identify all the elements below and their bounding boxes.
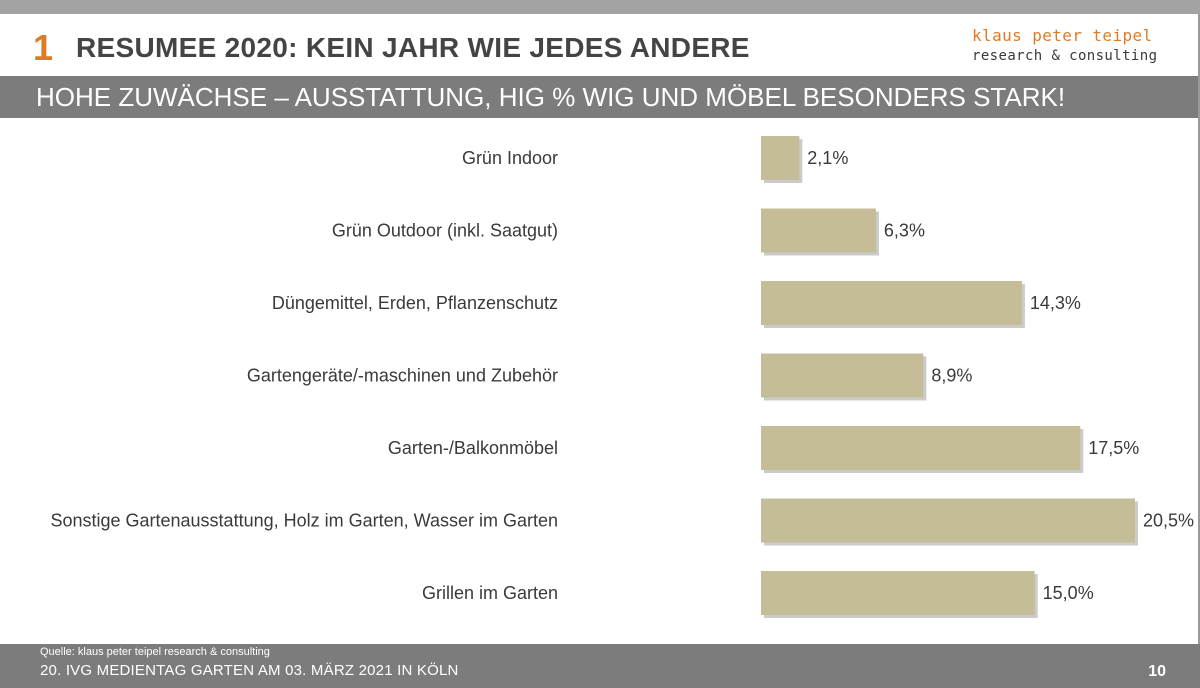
data-label: 14,3%	[1030, 293, 1081, 313]
page-number: 10	[1148, 663, 1166, 680]
category-label: Sonstige Gartenausstattung, Holz im Gart…	[50, 511, 558, 531]
slide-header: 1 RESUMEE 2020: KEIN JAHR WIE JEDES ANDE…	[0, 14, 1200, 72]
brand-logo: klaus peter teipel research & consulting	[972, 26, 1157, 66]
data-label: 6,3%	[884, 221, 925, 241]
section-number: 1	[33, 27, 54, 68]
source-note: Quelle: klaus peter teipel research & co…	[40, 646, 270, 658]
bar	[761, 498, 1135, 543]
subtitle-band: HOHE ZUWÄCHSE – AUSSTATTUNG, HIG % WIG U…	[0, 76, 1200, 118]
brand-name: klaus peter teipel	[972, 26, 1153, 45]
top-band	[0, 0, 1200, 14]
data-label: 20,5%	[1143, 511, 1194, 531]
category-label: Grün Outdoor (inkl. Saatgut)	[332, 221, 558, 241]
data-label: 17,5%	[1088, 438, 1139, 458]
bar	[761, 353, 924, 398]
slide-footer: Quelle: klaus peter teipel research & co…	[0, 644, 1200, 688]
brand-tagline: research & consulting	[972, 48, 1158, 64]
data-label: 8,9%	[931, 366, 972, 386]
category-label: Grün Indoor	[462, 148, 558, 168]
bar	[761, 136, 800, 180]
category-label: Düngemittel, Erden, Pflanzenschutz	[272, 293, 558, 313]
bar	[761, 426, 1081, 470]
bar-chart-svg: Grün Indoor 2,1% Grün Outdoor (inkl. Saatg…	[50, 136, 1194, 618]
bar	[761, 571, 1035, 615]
data-label: 15,0%	[1043, 583, 1094, 603]
category-label: Grillen im Garten	[422, 583, 558, 603]
data-label: 2,1%	[807, 148, 848, 168]
event-line: 20. IVG MEDIENTAG GARTEN AM 03. MÄRZ 202…	[40, 662, 459, 679]
category-label: Garten-/Balkonmöbel	[388, 438, 558, 458]
bar-chart: Grün Indoor 2,1% Grün Outdoor (inkl. Saatg…	[0, 118, 1200, 644]
slide-title: RESUMEE 2020: KEIN JAHR WIE JEDES ANDERE	[76, 32, 750, 63]
bar	[761, 208, 876, 253]
category-label: Gartengeräte/-maschinen und Zubehör	[247, 366, 558, 386]
slide-subtitle: HOHE ZUWÄCHSE – AUSSTATTUNG, HIG % WIG U…	[36, 82, 1066, 112]
bar	[761, 281, 1022, 325]
right-edge-line	[1198, 14, 1200, 644]
